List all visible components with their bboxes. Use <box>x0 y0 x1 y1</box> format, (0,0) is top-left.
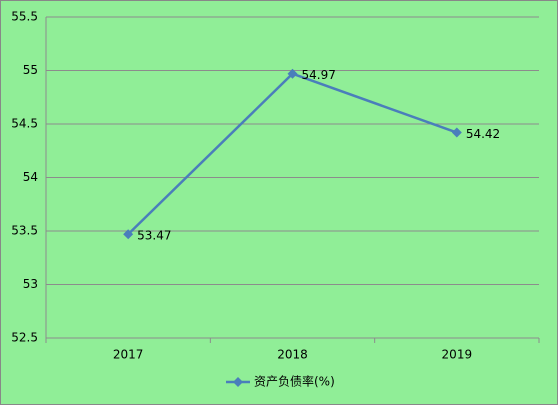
x-tick-label: 2019 <box>442 348 473 362</box>
y-tick-label: 55.5 <box>11 10 38 24</box>
data-point <box>287 68 298 79</box>
data-point <box>123 229 134 240</box>
data-label: 54.97 <box>302 68 336 82</box>
y-tick-label: 54.5 <box>11 117 38 131</box>
y-tick-label: 53.5 <box>11 224 38 238</box>
x-tick-label: 2018 <box>277 348 308 362</box>
x-tick-label: 2017 <box>113 348 144 362</box>
legend-marker <box>233 377 243 387</box>
legend-label: 资产负债率(%) <box>254 374 335 389</box>
y-tick-label: 54 <box>23 170 38 184</box>
data-label: 53.47 <box>137 229 171 243</box>
y-tick-label: 55 <box>23 63 38 77</box>
data-point <box>451 127 462 138</box>
y-tick-label: 53 <box>23 277 38 291</box>
y-tick-label: 52.5 <box>11 331 38 345</box>
data-label: 54.42 <box>466 127 500 141</box>
